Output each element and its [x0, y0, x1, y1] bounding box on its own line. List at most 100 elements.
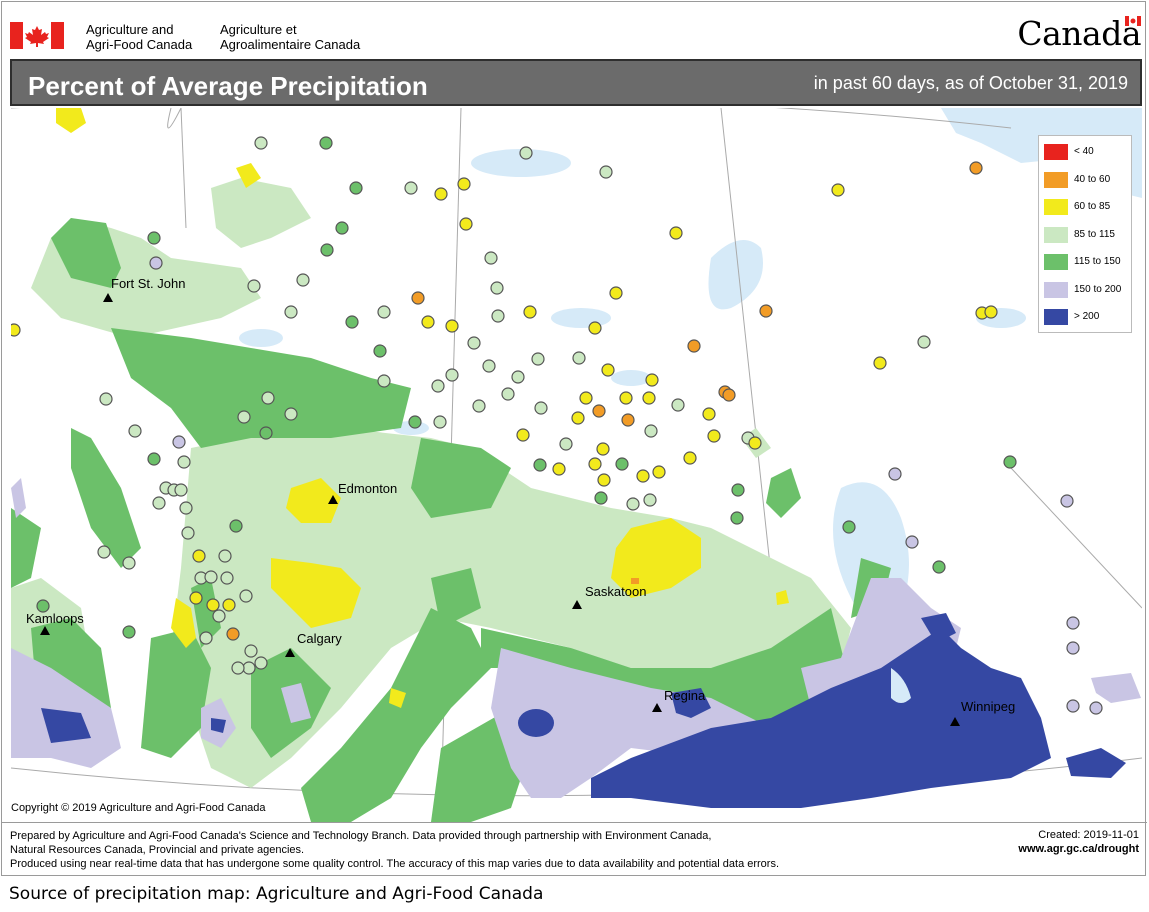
dept-fr-line1: Agriculture et — [220, 22, 297, 37]
station-dot — [683, 451, 697, 465]
station-dot — [588, 321, 602, 335]
legend: < 40 40 to 60 60 to 85 85 to 115 115 to … — [1038, 135, 1132, 333]
station-dot — [669, 226, 683, 240]
station-dot — [152, 496, 166, 510]
station-dot — [220, 571, 234, 585]
station-dot — [579, 391, 593, 405]
station-dot — [122, 625, 136, 639]
station-dot — [652, 465, 666, 479]
station-dot — [1003, 455, 1017, 469]
station-dot — [571, 411, 585, 425]
nwt-border — [11, 108, 1012, 129]
city-marker-icon — [652, 703, 662, 712]
dept-en-line2: Agri-Food Canada — [86, 37, 193, 52]
city-label-kamloops: Kamloops — [26, 611, 84, 626]
bc-ab-north — [180, 108, 187, 229]
station-dot — [237, 410, 251, 424]
canada-wordmark: Canada — [1017, 14, 1141, 53]
website-link[interactable]: www.agr.gc.ca/drought — [1018, 843, 1139, 855]
footer-line: Natural Resources Canada, Provincial and… — [10, 844, 305, 856]
station-dot — [519, 146, 533, 160]
mb-on-border — [1010, 467, 1142, 609]
station-dot — [516, 428, 530, 442]
zone-40-60 — [631, 578, 639, 584]
lake-b — [611, 370, 651, 386]
legend-label: > 200 — [1074, 311, 1100, 322]
legend-label: < 40 — [1074, 146, 1094, 157]
legend-label: 40 to 60 — [1074, 174, 1111, 185]
station-dot — [254, 136, 268, 150]
station-dot — [149, 256, 163, 270]
station-dot — [615, 457, 629, 471]
station-dot — [1066, 641, 1080, 655]
station-dot — [261, 391, 275, 405]
station-dot — [1089, 701, 1103, 715]
station-dot — [636, 469, 650, 483]
station-dot — [377, 374, 391, 388]
station-dot — [559, 437, 573, 451]
city-label-winnipeg: Winnipeg — [961, 699, 1015, 714]
station-dot — [284, 305, 298, 319]
zone-150-200 — [11, 478, 1141, 798]
station-dot — [212, 609, 226, 623]
lake-athabasca — [471, 149, 571, 177]
station-dot — [687, 339, 701, 353]
station-dot — [984, 305, 998, 319]
station-dot — [597, 473, 611, 487]
station-dot — [484, 251, 498, 265]
station-dot — [247, 279, 261, 293]
station-dot — [254, 656, 268, 670]
station-dot — [11, 323, 21, 337]
station-dot — [644, 424, 658, 438]
station-dot — [199, 631, 213, 645]
precipitation-map: Fort St. John Edmonton Kamloops Calgary … — [11, 108, 1142, 822]
legend-item: < 40 — [1044, 144, 1128, 160]
department-name-english: Agriculture and Agri-Food Canada — [86, 22, 192, 52]
legend-item: 85 to 115 — [1044, 227, 1128, 243]
station-dot — [842, 520, 856, 534]
station-dot — [189, 591, 203, 605]
station-dot — [181, 526, 195, 540]
station-dot — [172, 435, 186, 449]
station-dot — [592, 404, 606, 418]
lake-c — [239, 329, 283, 347]
city-marker-icon — [285, 648, 295, 657]
station-dot — [523, 305, 537, 319]
station-dot — [932, 560, 946, 574]
station-dot — [421, 315, 435, 329]
header: Agriculture and Agri-Food Canada Agricul… — [2, 2, 1147, 58]
department-name-french: Agriculture et Agroalimentaire Canada — [220, 22, 360, 52]
station-dot — [229, 519, 243, 533]
footer-line: Produced using near real-time data that … — [10, 858, 780, 870]
city-label-saskatoon: Saskatoon — [585, 584, 646, 599]
station-dot — [174, 483, 188, 497]
station-dot — [707, 429, 721, 443]
city-marker-icon — [572, 600, 582, 609]
city-label-regina: Regina — [664, 688, 706, 703]
station-dot — [222, 598, 236, 612]
station-dot — [284, 407, 298, 421]
legend-item: > 200 — [1044, 309, 1128, 325]
station-dot — [1060, 494, 1074, 508]
created-date: Created: 2019-11-01 — [1038, 829, 1139, 841]
station-dot — [320, 243, 334, 257]
station-dot — [599, 165, 613, 179]
station-dot — [226, 627, 240, 641]
lake-manitoba — [891, 668, 911, 703]
station-dot — [619, 391, 633, 405]
station-dot — [97, 545, 111, 559]
footer-credits: Prepared by Agriculture and Agri-Food Ca… — [10, 829, 890, 871]
legend-item: 60 to 85 — [1044, 199, 1128, 215]
station-dot — [467, 336, 481, 350]
station-dot — [147, 231, 161, 245]
station-dot — [642, 391, 656, 405]
station-dot — [445, 319, 459, 333]
city-label-edmonton: Edmonton — [338, 481, 397, 496]
station-dot — [552, 462, 566, 476]
footer-line: Prepared by Agriculture and Agri-Food Ca… — [10, 830, 712, 842]
station-dot — [244, 644, 258, 658]
station-dot — [433, 415, 447, 429]
legend-label: 115 to 150 — [1074, 256, 1121, 267]
station-dot — [1066, 699, 1080, 713]
station-dot — [259, 426, 273, 440]
